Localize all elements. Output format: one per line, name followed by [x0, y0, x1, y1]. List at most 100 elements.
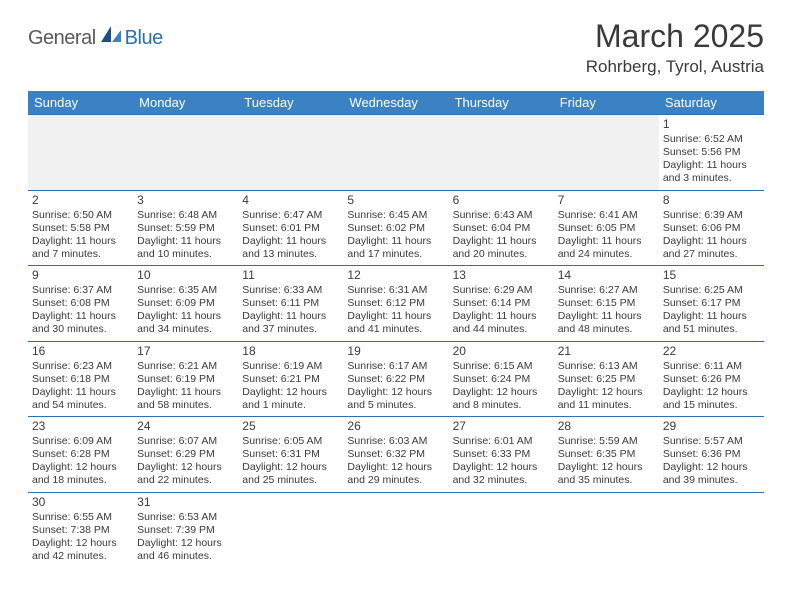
- weekday-header: Saturday: [659, 91, 764, 115]
- day-daylight1: Daylight: 11 hours: [32, 235, 129, 248]
- calendar-day-cell: 6Sunrise: 6:43 AMSunset: 6:04 PMDaylight…: [449, 190, 554, 266]
- calendar-day-cell: 7Sunrise: 6:41 AMSunset: 6:05 PMDaylight…: [554, 190, 659, 266]
- day-sunset: Sunset: 6:14 PM: [453, 297, 550, 310]
- day-daylight2: and 35 minutes.: [558, 474, 655, 487]
- calendar-day-cell: [343, 115, 448, 191]
- weekday-header: Monday: [133, 91, 238, 115]
- day-number: 25: [242, 419, 339, 434]
- day-daylight2: and 17 minutes.: [347, 248, 444, 261]
- day-sunrise: Sunrise: 6:41 AM: [558, 209, 655, 222]
- day-daylight1: Daylight: 12 hours: [32, 537, 129, 550]
- day-daylight2: and 41 minutes.: [347, 323, 444, 336]
- weekday-header: Friday: [554, 91, 659, 115]
- logo: General Blue: [28, 26, 163, 51]
- calendar-day-cell: 5Sunrise: 6:45 AMSunset: 6:02 PMDaylight…: [343, 190, 448, 266]
- calendar-day-cell: [343, 492, 448, 567]
- day-number: 9: [32, 268, 129, 283]
- day-daylight1: Daylight: 11 hours: [663, 310, 760, 323]
- day-number: 17: [137, 344, 234, 359]
- logo-word2: Blue: [125, 27, 163, 50]
- day-daylight2: and 54 minutes.: [32, 399, 129, 412]
- day-sunrise: Sunrise: 6:19 AM: [242, 360, 339, 373]
- day-sunrise: Sunrise: 6:45 AM: [347, 209, 444, 222]
- day-daylight1: Daylight: 11 hours: [663, 159, 760, 172]
- day-sunset: Sunset: 7:38 PM: [32, 524, 129, 537]
- calendar-table: Sunday Monday Tuesday Wednesday Thursday…: [28, 91, 764, 567]
- day-daylight1: Daylight: 11 hours: [32, 386, 129, 399]
- day-sunrise: Sunrise: 6:05 AM: [242, 435, 339, 448]
- day-sunrise: Sunrise: 6:07 AM: [137, 435, 234, 448]
- calendar-day-cell: 4Sunrise: 6:47 AMSunset: 6:01 PMDaylight…: [238, 190, 343, 266]
- day-sunrise: Sunrise: 6:09 AM: [32, 435, 129, 448]
- day-sunrise: Sunrise: 5:57 AM: [663, 435, 760, 448]
- day-daylight1: Daylight: 11 hours: [453, 310, 550, 323]
- day-sunset: Sunset: 6:02 PM: [347, 222, 444, 235]
- day-sunset: Sunset: 5:58 PM: [32, 222, 129, 235]
- day-number: 5: [347, 193, 444, 208]
- day-daylight1: Daylight: 12 hours: [137, 461, 234, 474]
- calendar-week-row: 2Sunrise: 6:50 AMSunset: 5:58 PMDaylight…: [28, 190, 764, 266]
- day-sunset: Sunset: 6:35 PM: [558, 448, 655, 461]
- day-sunset: Sunset: 6:33 PM: [453, 448, 550, 461]
- calendar-day-cell: 26Sunrise: 6:03 AMSunset: 6:32 PMDayligh…: [343, 417, 448, 493]
- calendar-day-cell: 28Sunrise: 5:59 AMSunset: 6:35 PMDayligh…: [554, 417, 659, 493]
- day-daylight2: and 8 minutes.: [453, 399, 550, 412]
- day-sunrise: Sunrise: 6:39 AM: [663, 209, 760, 222]
- day-daylight2: and 30 minutes.: [32, 323, 129, 336]
- day-number: 31: [137, 495, 234, 510]
- day-sunset: Sunset: 6:19 PM: [137, 373, 234, 386]
- location: Rohrberg, Tyrol, Austria: [586, 57, 764, 77]
- day-number: 7: [558, 193, 655, 208]
- day-sunset: Sunset: 6:24 PM: [453, 373, 550, 386]
- day-daylight1: Daylight: 11 hours: [347, 310, 444, 323]
- calendar-day-cell: [554, 115, 659, 191]
- calendar-day-cell: [554, 492, 659, 567]
- calendar-day-cell: 15Sunrise: 6:25 AMSunset: 6:17 PMDayligh…: [659, 266, 764, 342]
- day-sunset: Sunset: 6:06 PM: [663, 222, 760, 235]
- day-number: 16: [32, 344, 129, 359]
- day-sunset: Sunset: 6:25 PM: [558, 373, 655, 386]
- calendar-day-cell: 16Sunrise: 6:23 AMSunset: 6:18 PMDayligh…: [28, 341, 133, 417]
- day-daylight2: and 13 minutes.: [242, 248, 339, 261]
- calendar-day-cell: 18Sunrise: 6:19 AMSunset: 6:21 PMDayligh…: [238, 341, 343, 417]
- weekday-header: Thursday: [449, 91, 554, 115]
- day-daylight1: Daylight: 12 hours: [558, 386, 655, 399]
- day-number: 11: [242, 268, 339, 283]
- calendar-day-cell: [133, 115, 238, 191]
- calendar-day-cell: [238, 492, 343, 567]
- calendar-day-cell: [659, 492, 764, 567]
- day-sunset: Sunset: 6:18 PM: [32, 373, 129, 386]
- day-sunrise: Sunrise: 6:13 AM: [558, 360, 655, 373]
- calendar-day-cell: 20Sunrise: 6:15 AMSunset: 6:24 PMDayligh…: [449, 341, 554, 417]
- day-daylight1: Daylight: 11 hours: [558, 310, 655, 323]
- day-daylight2: and 25 minutes.: [242, 474, 339, 487]
- day-sunrise: Sunrise: 6:52 AM: [663, 133, 760, 146]
- calendar-day-cell: 11Sunrise: 6:33 AMSunset: 6:11 PMDayligh…: [238, 266, 343, 342]
- day-daylight1: Daylight: 12 hours: [32, 461, 129, 474]
- day-daylight2: and 46 minutes.: [137, 550, 234, 563]
- day-sunrise: Sunrise: 6:37 AM: [32, 284, 129, 297]
- day-daylight1: Daylight: 12 hours: [242, 386, 339, 399]
- calendar-day-cell: 10Sunrise: 6:35 AMSunset: 6:09 PMDayligh…: [133, 266, 238, 342]
- calendar-day-cell: 17Sunrise: 6:21 AMSunset: 6:19 PMDayligh…: [133, 341, 238, 417]
- day-number: 6: [453, 193, 550, 208]
- day-number: 1: [663, 117, 760, 132]
- title-block: March 2025 Rohrberg, Tyrol, Austria: [586, 18, 764, 77]
- day-sunset: Sunset: 6:09 PM: [137, 297, 234, 310]
- calendar-day-cell: [238, 115, 343, 191]
- calendar-week-row: 23Sunrise: 6:09 AMSunset: 6:28 PMDayligh…: [28, 417, 764, 493]
- day-daylight2: and 5 minutes.: [347, 399, 444, 412]
- day-daylight1: Daylight: 12 hours: [347, 461, 444, 474]
- day-sunset: Sunset: 5:56 PM: [663, 146, 760, 159]
- day-sunrise: Sunrise: 6:31 AM: [347, 284, 444, 297]
- day-daylight2: and 10 minutes.: [137, 248, 234, 261]
- day-sunset: Sunset: 6:01 PM: [242, 222, 339, 235]
- day-daylight2: and 37 minutes.: [242, 323, 339, 336]
- day-sunset: Sunset: 6:36 PM: [663, 448, 760, 461]
- calendar-day-cell: [28, 115, 133, 191]
- weekday-header: Sunday: [28, 91, 133, 115]
- day-sunrise: Sunrise: 6:21 AM: [137, 360, 234, 373]
- day-daylight1: Daylight: 12 hours: [347, 386, 444, 399]
- logo-word1: General: [28, 27, 96, 50]
- day-number: 14: [558, 268, 655, 283]
